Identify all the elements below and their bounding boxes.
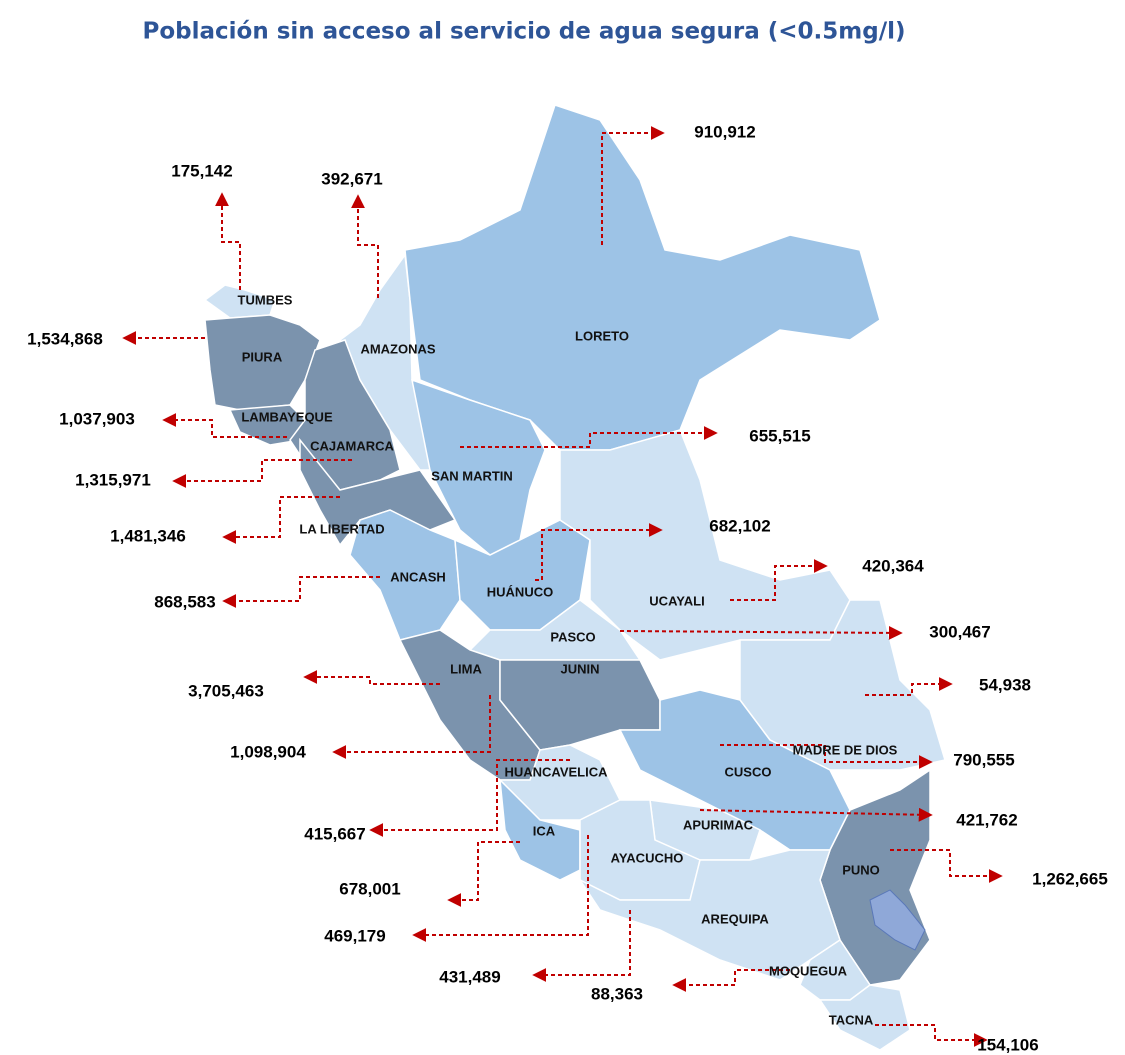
labels: TUMBES 175,142 AMAZONAS 392,671 LORETO 910,91…	[27, 122, 1108, 1054]
region-name: MOQUEGUA	[769, 963, 848, 978]
region-value: 300,467	[929, 622, 990, 641]
region-name: CAJAMARCA	[310, 438, 394, 453]
region-name: PUNO	[842, 862, 880, 877]
leader-arrow	[535, 523, 663, 581]
map-title: Población sin acceso al servicio de agua…	[142, 19, 905, 45]
leader-arrow	[865, 677, 953, 696]
region	[818, 984, 911, 1051]
leader-arrow	[369, 759, 570, 837]
region	[404, 104, 881, 451]
region	[454, 519, 591, 631]
region	[577, 849, 841, 981]
region-value: 1,098,904	[230, 742, 306, 761]
region-name: AMAZONAS	[360, 341, 435, 356]
leader-arrow	[890, 849, 1003, 883]
leader-arrow	[875, 1024, 988, 1047]
region-value: 678,001	[339, 879, 400, 898]
region-name: AREQUIPA	[701, 911, 769, 926]
region-value: 1,481,346	[110, 526, 186, 545]
region-name: UCAYALI	[649, 593, 704, 608]
leader-arrow	[447, 841, 520, 907]
region-value: 175,142	[171, 161, 232, 180]
leader-arrow	[332, 695, 491, 759]
leader-arrow	[303, 670, 440, 685]
region-name: TUMBES	[238, 292, 293, 307]
region-value: 392,671	[321, 169, 382, 188]
region-value: 682,102	[709, 516, 770, 535]
region-value: 415,667	[304, 824, 365, 843]
region-value: 1,262,665	[1032, 869, 1108, 888]
region-name: PASCO	[550, 629, 595, 644]
leader-arrow	[532, 910, 631, 982]
region-name: CUSCO	[725, 764, 772, 779]
region-name: MADRE DE DIOS	[793, 742, 898, 757]
region-value: 790,555	[953, 750, 1014, 769]
region-value: 154,106	[977, 1035, 1038, 1054]
region-name: LA LIBERTAD	[299, 521, 384, 536]
region-name: HUÁNUCO	[487, 584, 553, 599]
region	[498, 744, 622, 821]
region-name: PIURA	[242, 349, 283, 364]
leader-arrow	[460, 426, 718, 448]
leader-arrow	[672, 969, 790, 992]
region	[499, 777, 581, 881]
leader-arrow	[730, 559, 828, 601]
leader-arrow	[215, 192, 241, 290]
region-value: 88,363	[591, 984, 643, 1003]
region-name: SAN MARTIN	[431, 468, 513, 483]
region-value: 655,515	[749, 426, 810, 445]
leader-arrow	[172, 459, 352, 488]
region-value: 868,583	[154, 592, 215, 611]
region-value: 1,037,903	[59, 409, 135, 428]
leader-arrow	[720, 744, 933, 769]
leader-arrow	[699, 807, 933, 822]
leader-arrow	[222, 576, 380, 608]
region	[289, 339, 401, 491]
region-name: LAMBAYEQUE	[241, 409, 333, 424]
leader-arrow	[222, 496, 340, 544]
region-name: JUNIN	[560, 661, 599, 676]
region-name: LIMA	[450, 661, 482, 676]
region-name: ICA	[533, 823, 556, 838]
region-value: 431,489	[439, 967, 500, 986]
regions	[203, 104, 946, 1051]
region-name: HUANCAVELICA	[504, 764, 608, 779]
region-name: APURIMAC	[683, 817, 754, 832]
region-name: AYACUCHO	[611, 850, 684, 865]
region-name: ANCASH	[390, 569, 446, 584]
region-value: 421,762	[956, 810, 1017, 829]
region-value: 910,912	[694, 122, 755, 141]
region-value: 54,938	[979, 675, 1031, 694]
region-value: 1,315,971	[75, 470, 151, 489]
region-value: 3,705,463	[188, 681, 264, 700]
region-value: 420,364	[862, 556, 924, 575]
leader-arrow	[412, 835, 589, 942]
lake	[869, 889, 926, 951]
region-value: 469,179	[324, 926, 385, 945]
leader-arrow	[351, 194, 379, 298]
leader-arrow	[162, 413, 287, 438]
leader-arrow	[601, 126, 665, 245]
region	[349, 509, 461, 641]
leader-arrow	[619, 625, 903, 640]
region-name: TACNA	[829, 1012, 874, 1027]
region-name: LORETO	[575, 328, 629, 343]
region-value: 1,534,868	[27, 329, 103, 348]
